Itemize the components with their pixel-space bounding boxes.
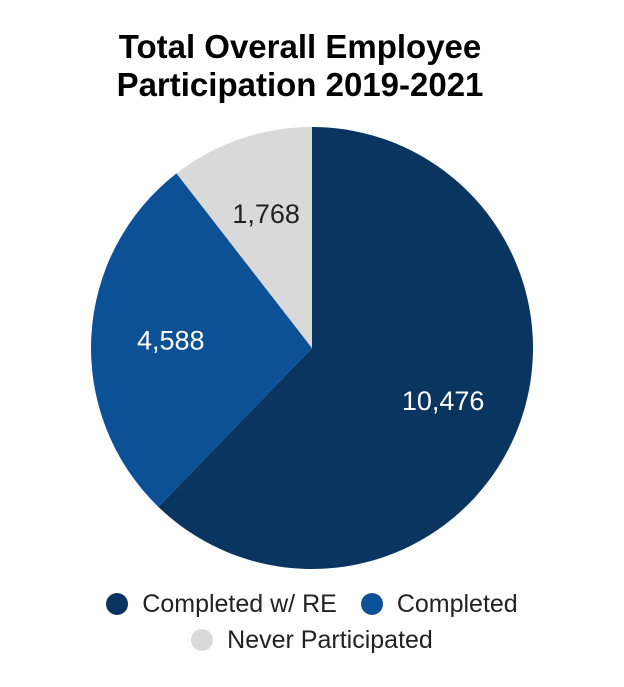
legend-label-never-participated: Never Participated (227, 625, 433, 654)
chart-title-line-1: Total Overall Employee (118, 28, 482, 65)
legend-item-never-participated: Never Participated (191, 626, 433, 655)
data-label-completed-w-re: 10,476 (402, 386, 485, 416)
legend-item-completed-with-re: Completed w/ RE (106, 590, 337, 619)
legend-item-completed: Completed (360, 589, 518, 619)
legend-marker-completed (360, 593, 383, 615)
legend-marker-completed-with-re (106, 593, 129, 615)
pie-chart: 10,476 4,588 1,768 (90, 127, 533, 569)
legend-row-2: Never Participated (0, 622, 624, 658)
legend-label-completed-with-re: Completed w/ RE (142, 589, 337, 618)
legend-row-1: Completed w/ RE Completed (0, 586, 624, 622)
pie-slices (90, 127, 533, 569)
pie-slice-never-participated (176, 127, 312, 348)
pie-slice-completed (90, 173, 312, 507)
legend-marker-never-participated (191, 629, 214, 651)
legend-label-completed: Completed (396, 589, 518, 618)
legend: Completed w/ RE Completed Never Particip… (0, 586, 624, 658)
data-label-never-participated: 1,768 (232, 199, 300, 229)
chart-title: Total Overall Employee Participation 201… (0, 28, 600, 104)
pie-slice-completed-w-re (158, 127, 533, 569)
pie-data-labels: 10,476 4,588 1,768 (137, 199, 484, 416)
data-label-completed: 4,588 (137, 325, 205, 355)
chart-title-line-2: Participation 2019-2021 (116, 66, 484, 103)
